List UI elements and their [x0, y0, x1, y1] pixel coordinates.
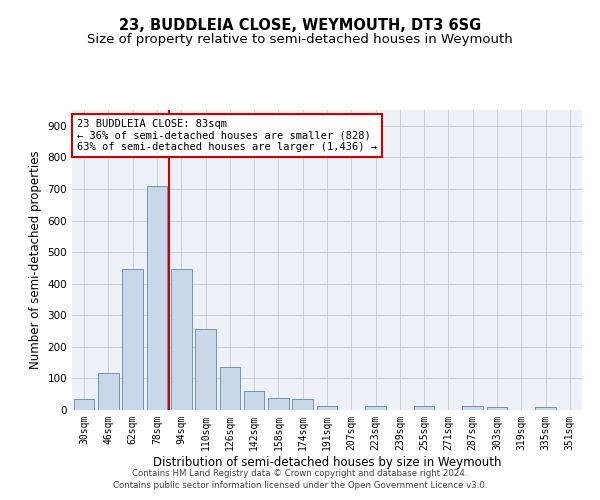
- Bar: [487, 408, 508, 410]
- Text: Size of property relative to semi-detached houses in Weymouth: Size of property relative to semi-detach…: [87, 32, 513, 46]
- Bar: [122, 269, 143, 410]
- Text: 23, BUDDLEIA CLOSE, WEYMOUTH, DT3 6SG: 23, BUDDLEIA CLOSE, WEYMOUTH, DT3 6SG: [119, 18, 481, 32]
- Bar: [195, 329, 216, 410]
- Bar: [292, 399, 313, 410]
- Bar: [98, 372, 119, 410]
- Bar: [146, 186, 167, 410]
- Bar: [463, 406, 483, 410]
- Bar: [74, 399, 94, 410]
- Text: 23 BUDDLEIA CLOSE: 83sqm
← 36% of semi-detached houses are smaller (828)
63% of : 23 BUDDLEIA CLOSE: 83sqm ← 36% of semi-d…: [77, 119, 377, 152]
- Bar: [365, 406, 386, 410]
- Bar: [171, 269, 191, 410]
- Text: Contains HM Land Registry data © Crown copyright and database right 2024.
Contai: Contains HM Land Registry data © Crown c…: [113, 468, 487, 490]
- Bar: [268, 398, 289, 410]
- X-axis label: Distribution of semi-detached houses by size in Weymouth: Distribution of semi-detached houses by …: [153, 456, 501, 468]
- Bar: [535, 408, 556, 410]
- Bar: [414, 406, 434, 410]
- Bar: [244, 391, 265, 410]
- Bar: [317, 406, 337, 410]
- Y-axis label: Number of semi-detached properties: Number of semi-detached properties: [29, 150, 42, 370]
- Bar: [220, 368, 240, 410]
